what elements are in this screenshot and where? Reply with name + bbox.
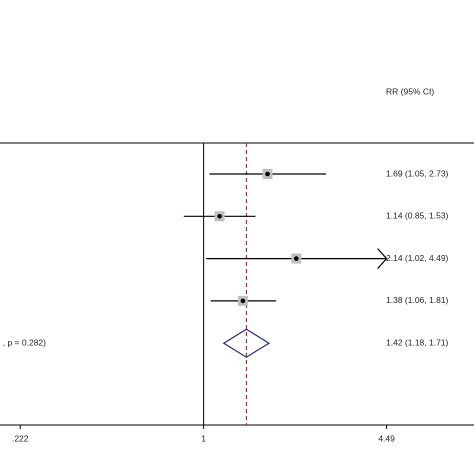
- estimate-label: 1.69 (1.05, 2.73): [386, 168, 449, 178]
- overall-diamond: [222, 328, 271, 358]
- x-tick-label: 1: [201, 433, 206, 443]
- overall-note: , p = 0.282): [3, 337, 46, 347]
- overall-label: 1.42 (1.18, 1.71): [386, 337, 449, 347]
- column-header: RR (95% CI): [386, 86, 434, 96]
- point-estimate: [294, 256, 299, 261]
- point-estimate: [240, 298, 246, 304]
- point-estimate: [265, 171, 270, 177]
- ci-arrow: [377, 248, 388, 270]
- estimate-label: 2.14 (1.02, 4.49): [386, 253, 449, 263]
- estimate-label: 1.14 (0.85, 1.53): [386, 211, 449, 221]
- estimate-label: 1.38 (1.06, 1.81): [386, 295, 449, 305]
- x-tick-label: .222: [12, 433, 29, 443]
- point-estimate: [217, 214, 222, 219]
- x-tick-label: 4.49: [378, 433, 395, 443]
